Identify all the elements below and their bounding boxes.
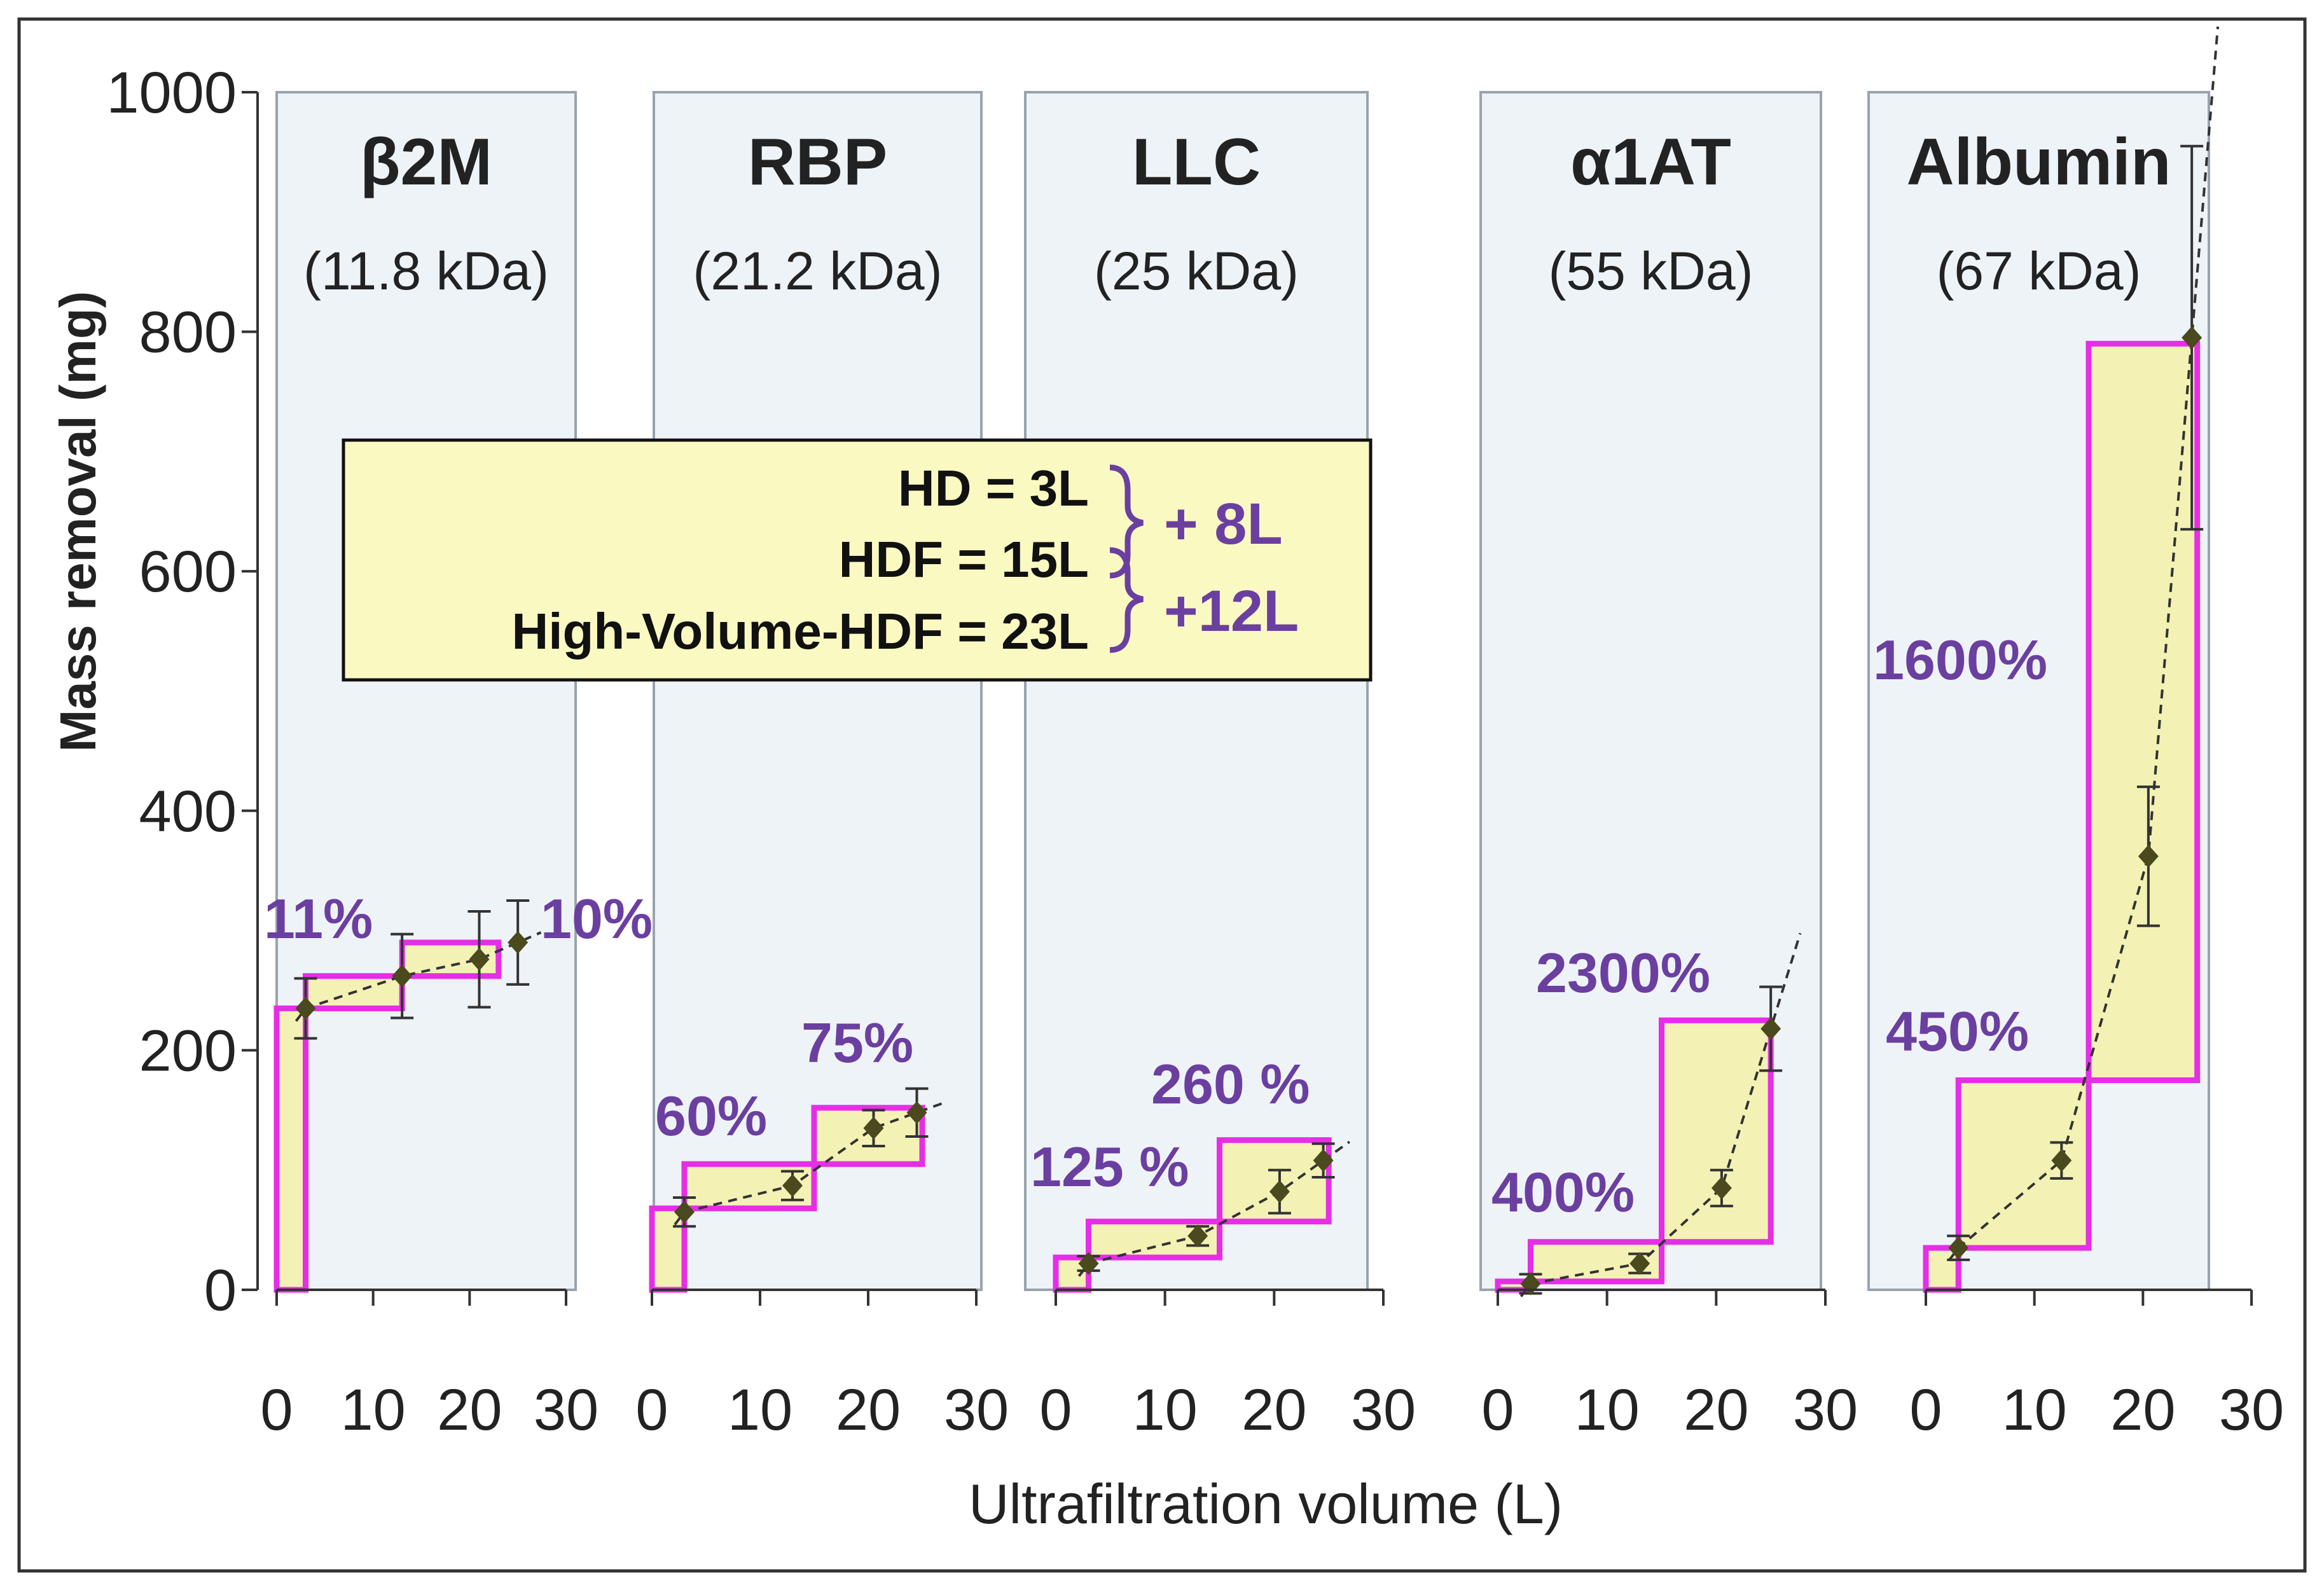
highlight-box	[1955, 1077, 2092, 1251]
data-point	[1078, 1252, 1099, 1275]
percent-label: 260 %	[1151, 1053, 1310, 1116]
legend-line: HDF = 15L	[839, 531, 1089, 588]
panel-background	[653, 91, 983, 1291]
panel-subtitle: (67 kDa)	[1936, 241, 2141, 301]
x-tick-label: 10	[728, 1378, 792, 1442]
y-tick-label: 0	[204, 1258, 237, 1323]
legend-increment: +12L	[1164, 579, 1299, 644]
percent-label: 11%	[264, 887, 373, 950]
y-tick-label: 400	[139, 779, 237, 844]
percent-label: 75%	[801, 1011, 913, 1074]
panel-3: α1AT (55 kDa) 400% 2300%	[1479, 91, 1822, 1297]
x-tick-label: 0	[635, 1378, 668, 1442]
x-axis-title: Ultrafiltration volume (L)	[969, 1472, 1563, 1535]
x-tick-label: 20	[1242, 1378, 1306, 1442]
data-point	[863, 1116, 884, 1140]
x-tick-label: 20	[2110, 1378, 2175, 1442]
percent-label: 450%	[1886, 1000, 2029, 1063]
x-tick-label: 10	[1132, 1378, 1197, 1442]
panel-4: Albumin (67 kDa) 450% 1600%	[1867, 26, 2220, 1293]
x-tick-label: 30	[1351, 1378, 1416, 1442]
data-point	[2138, 845, 2159, 868]
x-tick-label: 30	[534, 1378, 598, 1442]
panel-title: α1AT	[1570, 125, 1731, 199]
y-tick-label: 200	[139, 1018, 237, 1083]
data-point	[1187, 1224, 1208, 1248]
percent-label: 125 %	[1030, 1135, 1189, 1198]
percent-label: 2300%	[1536, 941, 1710, 1004]
percent-label: 10%	[541, 887, 653, 950]
x-tick-label: 30	[1793, 1378, 1858, 1442]
data-point	[782, 1174, 803, 1198]
data-point	[1760, 1017, 1781, 1040]
panel-2: LLC (25 kDa) 125 % 260 %	[1024, 91, 1369, 1293]
data-point	[508, 930, 529, 954]
data-point	[295, 997, 316, 1020]
y-tick-label: 600	[139, 539, 237, 604]
panel-subtitle: (25 kDa)	[1094, 241, 1299, 301]
x-tick-label: 30	[2219, 1378, 2284, 1442]
data-point	[674, 1200, 695, 1224]
x-tick-label: 0	[1039, 1378, 1072, 1442]
x-tick-label: 0	[260, 1378, 293, 1442]
legend-line: High-Volume-HDF = 23L	[512, 603, 1089, 660]
panel-background	[1024, 91, 1369, 1291]
data-point	[2182, 326, 2203, 350]
trend-line	[1947, 26, 2220, 1262]
panel-title: β2M	[360, 125, 492, 199]
x-tick-label: 20	[1684, 1378, 1748, 1442]
highlight-box	[273, 1005, 308, 1293]
panel-subtitle: (21.2 kDa)	[693, 241, 942, 301]
y-tick-label: 800	[139, 300, 237, 365]
data-point	[469, 948, 490, 971]
x-tick-label: 20	[836, 1378, 901, 1442]
highlight-box	[2085, 340, 2201, 1083]
panels-layer: β2M (11.8 kDa) 11% 10% RBP (21.2 kDa) 60% 75% LL…	[264, 26, 2220, 1297]
highlight-box	[1217, 1137, 1332, 1225]
data-point	[906, 1101, 927, 1124]
y-tick-label: 1000	[106, 60, 237, 125]
data-point	[1269, 1180, 1290, 1203]
data-point	[1948, 1236, 1969, 1260]
percent-label: 60%	[655, 1084, 767, 1147]
legend-brace	[1109, 547, 1144, 653]
trend-line	[294, 931, 542, 1022]
legend-line: HD = 3L	[898, 460, 1089, 516]
legend-box: HD = 3L HDF = 15L High-Volume-HDF = 23L + 8…	[342, 438, 1373, 682]
y-axis-title: Mass removal (mg)	[50, 291, 106, 752]
x-tick-label: 10	[1574, 1378, 1639, 1442]
panel-1: RBP (21.2 kDa) 60% 75%	[649, 91, 983, 1293]
highlight-box	[811, 1105, 925, 1167]
panel-subtitle: (55 kDa)	[1548, 241, 1753, 301]
data-point	[392, 964, 413, 988]
data-point	[1711, 1176, 1732, 1199]
x-tick-label: 10	[2002, 1378, 2066, 1442]
data-point	[1313, 1149, 1334, 1172]
data-point	[2051, 1149, 2072, 1172]
panel-title: LLC	[1132, 125, 1261, 199]
data-point	[1629, 1252, 1650, 1275]
x-tick-label: 20	[437, 1378, 502, 1442]
panel-title: RBP	[748, 125, 888, 199]
legend-background	[342, 438, 1373, 682]
highlight-box	[649, 1205, 688, 1293]
x-tick-label: 0	[1909, 1378, 1942, 1442]
x-tick-label: 0	[1481, 1378, 1514, 1442]
percent-label: 400%	[1491, 1161, 1635, 1224]
x-tick-label: 10	[340, 1378, 405, 1442]
panel-0: β2M (11.8 kDa) 11% 10%	[264, 91, 653, 1293]
x-tick-label: 30	[944, 1378, 1009, 1442]
panel-title: Albumin	[1907, 125, 2171, 199]
legend-increment: + 8L	[1164, 492, 1283, 556]
percent-label: 1600%	[1873, 628, 2047, 691]
panel-subtitle: (11.8 kDa)	[303, 241, 549, 301]
highlight-box	[1659, 1017, 1774, 1245]
panel-background	[275, 91, 577, 1291]
